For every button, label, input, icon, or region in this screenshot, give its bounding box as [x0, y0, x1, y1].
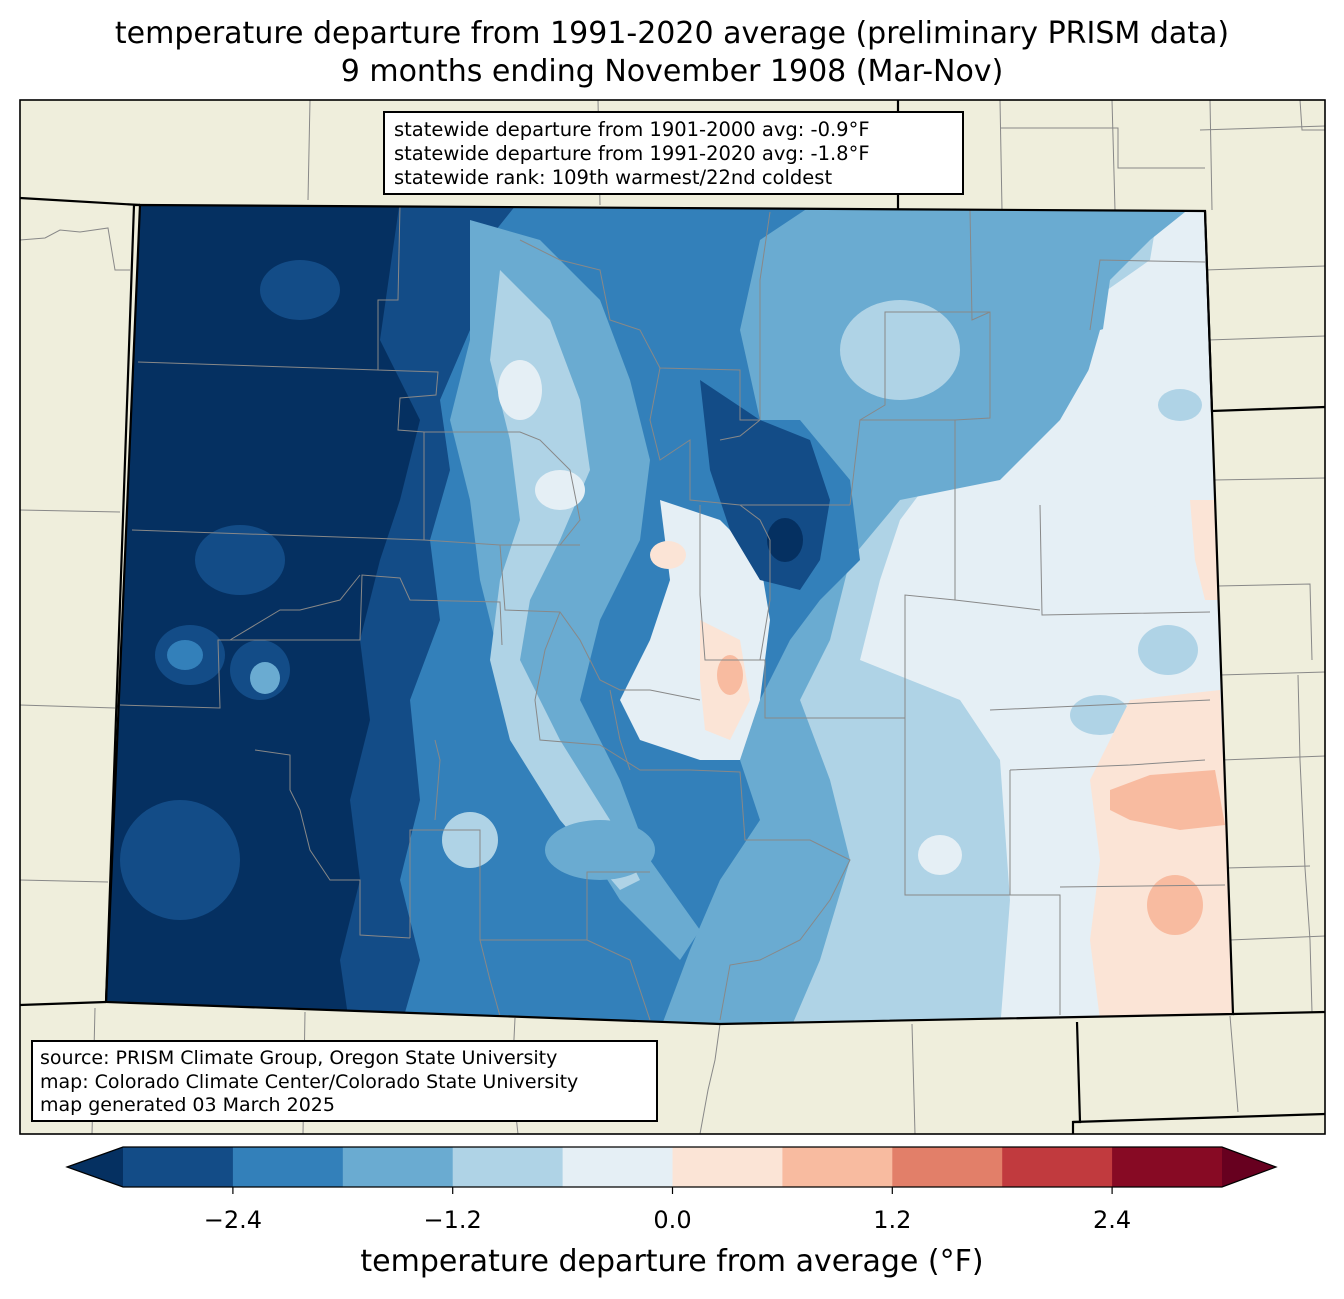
- colorbar-tick-label: 2.4: [1093, 1206, 1132, 1234]
- colorbar-tick-label: −2.4: [203, 1206, 263, 1234]
- colorbar-bin: [562, 1147, 674, 1187]
- source-line-map: map: Colorado Climate Center/Colorado St…: [40, 1070, 579, 1093]
- map-title-line1: temperature departure from 1991-2020 ave…: [114, 16, 1230, 51]
- statewide-stats-box: statewide departure from 1901-2000 avg: …: [383, 111, 964, 195]
- colorbar-extend-high: [1222, 1147, 1276, 1187]
- stats-line-rank: statewide rank: 109th warmest/22nd colde…: [394, 166, 833, 189]
- source-line-prism: source: PRISM Climate Group, Oregon Stat…: [40, 1047, 558, 1069]
- colorbar-bin: [452, 1147, 564, 1187]
- map-frame: [19, 99, 1326, 1135]
- source-line-generated: map generated 03 March 2025: [40, 1094, 335, 1116]
- colorbar-bin: [232, 1147, 344, 1187]
- colorbar-bin: [672, 1147, 783, 1187]
- colorbar-bin: [1002, 1147, 1113, 1187]
- county-lines: [119, 205, 1226, 1021]
- colorbar-tick-label: 1.2: [873, 1206, 912, 1234]
- stats-line-1991-2020: statewide departure from 1991-2020 avg: …: [394, 142, 870, 165]
- colorbar-bin: [782, 1147, 893, 1187]
- colorbar-extend-low: [67, 1147, 123, 1187]
- colorbar-tick-label: −1.2: [423, 1206, 482, 1234]
- stats-line-1901-2000: statewide departure from 1901-2000 avg: …: [394, 118, 870, 141]
- colorbar-tick-label: 0.0: [653, 1206, 692, 1234]
- temperature-contours: [106, 205, 1233, 1024]
- colorbar-label: temperature departure from average (°F): [360, 1244, 984, 1279]
- map-title-line2: 9 months ending November 1908 (Mar-Nov): [340, 54, 1004, 89]
- colorbar: [65, 1146, 1278, 1194]
- colorbar-bin: [123, 1147, 234, 1187]
- colorbar-bin: [892, 1147, 1003, 1187]
- colorbar-bin: [1112, 1147, 1223, 1187]
- colorbar-bin: [342, 1147, 454, 1187]
- colorbar-outline: [65, 1146, 1278, 1188]
- source-box: source: PRISM Climate Group, Oregon Stat…: [31, 1040, 658, 1122]
